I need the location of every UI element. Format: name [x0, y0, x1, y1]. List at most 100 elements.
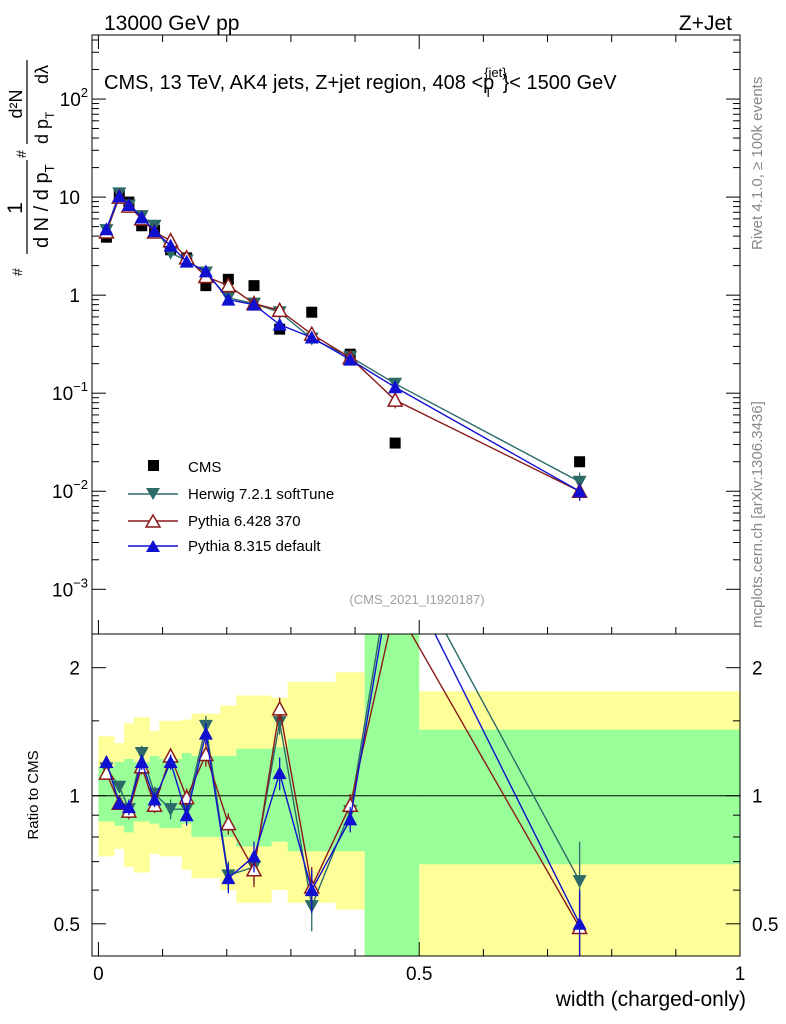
legend-item-pythia6: Pythia 6.428 370 [128, 513, 301, 530]
ratio-marker [572, 916, 587, 930]
data-point [136, 220, 148, 232]
x-tick-label: 0 [93, 964, 104, 985]
ratio-marker [343, 812, 358, 826]
ylabel-frac2-top: d²N [6, 89, 26, 118]
legend-item-herwig: Herwig 7.2.1 softTune [128, 486, 334, 503]
ylabel-frac2-bot: d pT [32, 111, 57, 144]
mc-marker [99, 222, 114, 236]
mc-marker [134, 210, 149, 224]
mc-marker [198, 264, 213, 278]
ratio-marker [198, 726, 213, 740]
ratio-marker [121, 800, 136, 814]
ratio-band-green [181, 753, 192, 824]
legend: CMS Herwig 7.2.1 softTune Pythia 6.428 3… [128, 459, 334, 555]
ratio-y-tick-label-right: 2 [752, 659, 763, 680]
data-point [200, 280, 212, 292]
ratio-marker [572, 875, 587, 889]
y-tick-label: 10−1 [52, 379, 88, 405]
analysis-id: (CMS_2021_I1920187) [349, 592, 484, 607]
ratio-y-tick-label: 0.5 [54, 915, 80, 936]
mc-marker [121, 198, 136, 212]
main-ylabel: # 1 d N / d pT # d²N d pT dλ [4, 60, 57, 276]
ratio-y-tick-label-right: 0.5 [752, 915, 778, 936]
mc-marker [271, 301, 288, 318]
plot-title-end: }< 1500 GeV [503, 72, 618, 94]
main-series-line [105, 195, 580, 492]
ratio-marker [388, 534, 402, 547]
svg-text:#: # [9, 268, 25, 276]
legend-label-pythia8: Pythia 8.315 default [188, 538, 321, 555]
ratio-y-tick-label-right: 1 [752, 787, 763, 808]
mc-marker [163, 238, 178, 252]
ylabel-frac-top: 1 [4, 202, 27, 214]
plot-title-sup: {jet} [484, 65, 507, 80]
x-tick-label: 1 [735, 964, 746, 985]
main-series-line [105, 195, 580, 492]
ratio-marker [163, 755, 178, 769]
main-curves [98, 187, 588, 501]
header-left: 13000 GeV pp [104, 12, 239, 35]
ratio-marker [112, 796, 127, 810]
ratio-marker [271, 700, 288, 716]
rivet-version-text: Rivet 4.1.0, ≥ 100k events [749, 77, 766, 250]
data-point [248, 280, 260, 292]
ratio-marker [272, 716, 287, 730]
header-right: Z+Jet [679, 12, 732, 35]
legend-label-pythia6: Pythia 6.428 370 [188, 513, 301, 530]
ratio-marker [179, 808, 194, 822]
ylabel-frac2-end: dλ [32, 65, 52, 84]
ratio-band-green [98, 766, 115, 822]
mc-marker [247, 297, 261, 311]
ratio-marker [99, 755, 114, 769]
axis-ticks: 0 0.5 1 102 10 1 10−1 10−2 10−3 2 2 1 1 0.5 0.5 [52, 35, 778, 985]
y-tick-label: 10−3 [52, 575, 88, 601]
ratio-marker [147, 792, 162, 806]
ratio-band-green [364, 634, 420, 956]
plot-title: CMS, 13 TeV, AK4 jets, Z+jet region, 408… [104, 65, 617, 100]
ratio-band-green [220, 755, 237, 837]
mc-marker [343, 352, 358, 366]
data-point [574, 456, 586, 468]
mc-marker [221, 292, 236, 306]
legend-label-cms: CMS [188, 459, 221, 476]
ylabel-hash2: # [13, 150, 29, 158]
ratio-ylabel: Ratio to CMS [25, 750, 42, 839]
plot-title-main: CMS, 13 TeV, AK4 jets, Z+jet region, 408… [104, 72, 494, 94]
legend-label-herwig: Herwig 7.2.1 softTune [188, 486, 334, 503]
mc-marker [386, 391, 404, 407]
ylabel-hash1: # [9, 268, 25, 276]
x-axis-label: width (charged-only) [555, 988, 746, 1011]
ratio-marker [388, 547, 402, 560]
ylabel-frac-bot: d N / d pT [31, 164, 57, 248]
ratio-marker [247, 849, 261, 863]
ratio-y-tick-label: 1 [69, 787, 80, 808]
ratio-curves [98, 534, 588, 956]
ratio-marker [134, 747, 149, 761]
mc-marker [388, 380, 403, 394]
mcplots-text: mcplots.cern.ch [arXiv:1306.3436] [749, 401, 766, 628]
plot-title-sub: T [484, 85, 492, 100]
ratio-band-green [271, 747, 288, 842]
ratio-marker [112, 780, 127, 794]
legend-item-cms: CMS [148, 459, 221, 476]
data-point [306, 306, 318, 318]
ratio-marker [304, 883, 319, 897]
ratio-marker [221, 871, 236, 885]
mc-marker [572, 475, 587, 489]
mc-marker [304, 330, 319, 344]
ratio-y-tick-label: 2 [69, 659, 80, 680]
mc-marker [220, 277, 237, 293]
y-tick-label: 1 [69, 286, 80, 307]
ratio-marker [220, 815, 237, 831]
y-tick-label: 102 [60, 85, 88, 111]
ratio-marker [163, 803, 178, 817]
ratio-frame [91, 633, 741, 957]
mc-marker [112, 189, 127, 203]
ratio-marker [272, 766, 287, 780]
ratio-marker [134, 755, 149, 769]
mc-marker [572, 484, 587, 498]
ratio-band-green [114, 762, 125, 826]
main-series-line [105, 191, 580, 483]
data-point [389, 437, 401, 449]
